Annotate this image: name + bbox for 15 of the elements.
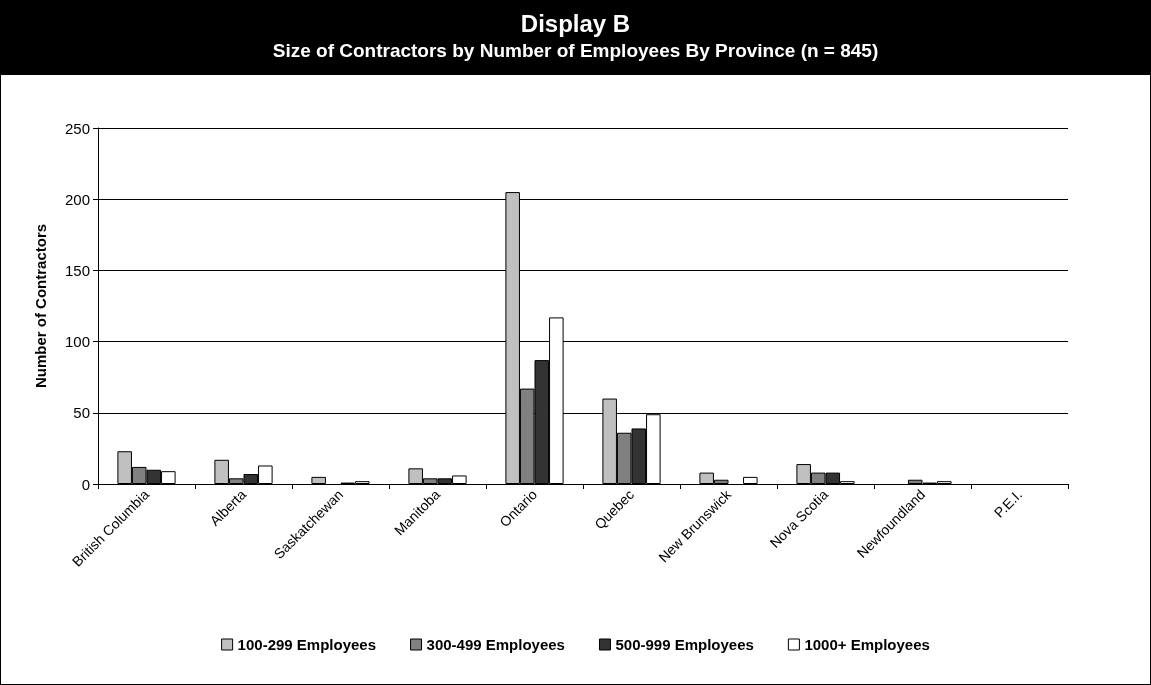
y-tick-label: 250 [64,119,90,137]
legend-label: 300-499 Employees [426,636,565,653]
y-axis-title: Number of Contractors [32,223,49,389]
y-tick-label: 50 [73,404,90,422]
chart-subtitle: Size of Contractors by Number of Employees By Province (n = 845) [271,40,880,62]
legend-label: 500-999 Employees [615,636,754,653]
legend-label: 1000+ Employees [804,636,930,653]
chart-title: Display B [519,10,632,38]
bar [311,476,326,484]
y-tick-label: 0 [81,475,90,493]
y-tick-label: 150 [64,261,90,279]
bar [743,476,758,484]
y-tick-label: 100 [64,333,90,351]
y-tick-label: 200 [64,190,90,208]
legend-label: 100-299 Employees [237,636,377,653]
